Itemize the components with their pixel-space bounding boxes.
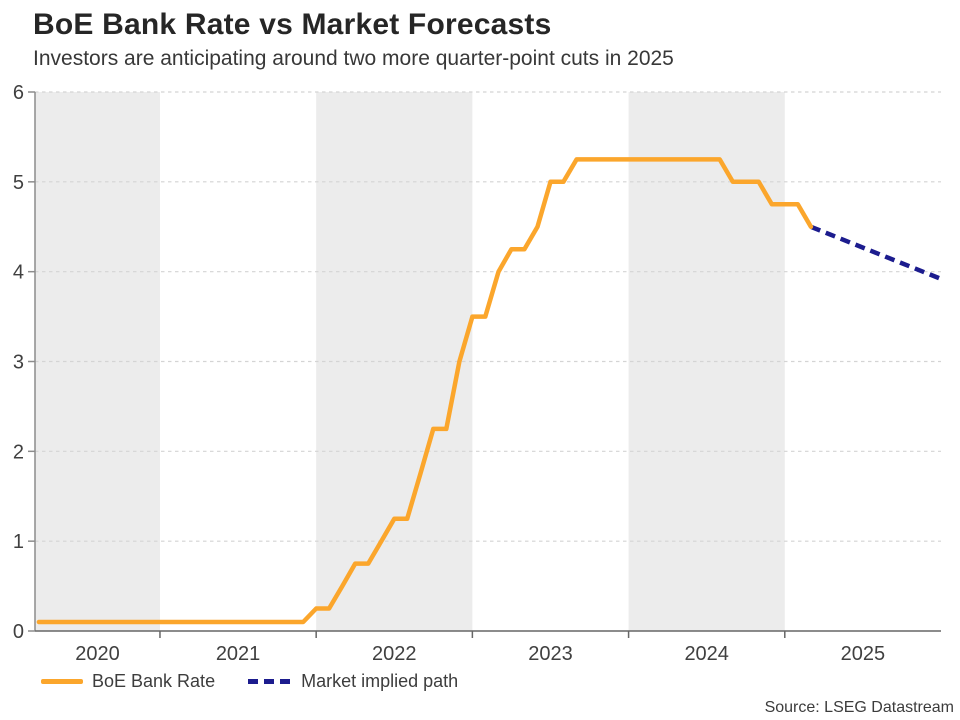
- y-tick-label: 4: [13, 262, 24, 284]
- legend-label-market-implied-path: Market implied path: [301, 671, 459, 691]
- y-tick-label: 6: [13, 82, 24, 104]
- series-boe-bank-rate: [36, 157, 814, 625]
- x-tick-label: 2021: [216, 643, 261, 665]
- chart-title: BoE Bank Rate vs Market Forecasts: [33, 8, 552, 41]
- solid-line-swatch-icon: [41, 678, 83, 684]
- y-tick-label: 5: [13, 172, 24, 194]
- legend: BoE Bank Rate Market implied path: [41, 671, 458, 691]
- y-tick-label: 1: [13, 531, 24, 553]
- x-tick-label: 2022: [372, 643, 417, 665]
- y-tick-label: 0: [13, 621, 24, 643]
- x-tick-label: 2020: [75, 643, 120, 665]
- x-tick-label: 2024: [684, 643, 729, 665]
- year-shaded-band: [35, 92, 160, 631]
- dashed-line-swatch-icon: [248, 678, 293, 684]
- series-market-implied-path: [810, 224, 942, 281]
- y-tick-label: 3: [13, 352, 24, 374]
- legend-item-boe-bank-rate: BoE Bank Rate: [41, 671, 215, 691]
- source-credit: Source: LSEG Datastream: [764, 699, 954, 716]
- x-tick-label: 2025: [841, 643, 886, 665]
- y-tick-label: 2: [13, 441, 24, 463]
- legend-label-boe-bank-rate: BoE Bank Rate: [92, 671, 216, 691]
- chart-subtitle: Investors are anticipating around two mo…: [33, 47, 674, 70]
- x-tick-label: 2023: [528, 643, 573, 665]
- legend-item-market-implied-path: Market implied path: [248, 671, 458, 691]
